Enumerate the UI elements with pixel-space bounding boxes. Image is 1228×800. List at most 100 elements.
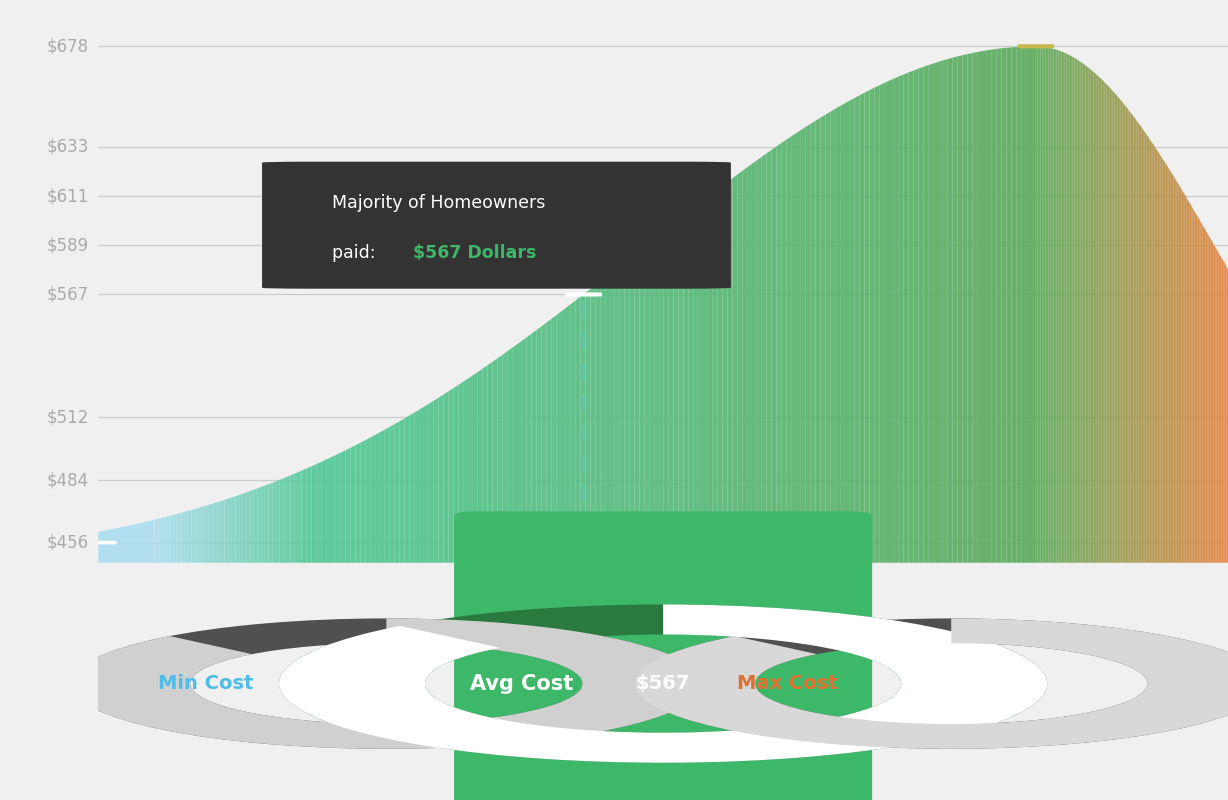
Polygon shape xyxy=(1142,127,1143,562)
Polygon shape xyxy=(1202,225,1203,562)
Polygon shape xyxy=(855,95,860,562)
Polygon shape xyxy=(1110,87,1111,562)
Polygon shape xyxy=(307,466,312,562)
Polygon shape xyxy=(1105,82,1106,562)
Polygon shape xyxy=(1076,58,1077,562)
Text: $567: $567 xyxy=(47,286,90,303)
Polygon shape xyxy=(1138,123,1140,562)
Polygon shape xyxy=(561,308,566,562)
Polygon shape xyxy=(512,344,517,562)
Polygon shape xyxy=(815,118,820,562)
Polygon shape xyxy=(1047,47,1049,562)
Polygon shape xyxy=(1103,81,1105,562)
Polygon shape xyxy=(1036,46,1038,562)
Polygon shape xyxy=(1195,211,1196,562)
Polygon shape xyxy=(517,341,522,562)
Polygon shape xyxy=(181,512,184,562)
Polygon shape xyxy=(232,496,236,562)
Polygon shape xyxy=(1084,64,1086,562)
Polygon shape xyxy=(694,204,698,562)
Polygon shape xyxy=(551,315,556,562)
Polygon shape xyxy=(776,143,781,562)
Polygon shape xyxy=(894,77,899,562)
Polygon shape xyxy=(527,334,532,562)
Polygon shape xyxy=(273,482,276,562)
Polygon shape xyxy=(914,69,919,562)
Polygon shape xyxy=(1213,244,1216,562)
Polygon shape xyxy=(1222,258,1223,562)
Polygon shape xyxy=(169,515,173,562)
Polygon shape xyxy=(1093,72,1095,562)
Polygon shape xyxy=(889,78,894,562)
Polygon shape xyxy=(473,372,478,562)
Polygon shape xyxy=(722,182,727,562)
Polygon shape xyxy=(1043,46,1044,562)
Polygon shape xyxy=(1185,194,1186,562)
Polygon shape xyxy=(1137,121,1138,562)
Polygon shape xyxy=(478,369,483,562)
Polygon shape xyxy=(1180,186,1181,562)
Polygon shape xyxy=(1175,179,1176,562)
Polygon shape xyxy=(1102,79,1103,562)
Polygon shape xyxy=(1129,110,1130,562)
Polygon shape xyxy=(556,311,561,562)
Polygon shape xyxy=(1017,46,1022,562)
Polygon shape xyxy=(825,112,830,562)
Polygon shape xyxy=(365,438,370,562)
Polygon shape xyxy=(1151,142,1153,562)
Polygon shape xyxy=(909,70,914,562)
Polygon shape xyxy=(1097,75,1098,562)
Polygon shape xyxy=(664,227,669,562)
Polygon shape xyxy=(874,86,879,562)
Polygon shape xyxy=(605,274,610,562)
Polygon shape xyxy=(1224,263,1227,562)
Polygon shape xyxy=(702,197,707,562)
Polygon shape xyxy=(532,330,537,562)
Polygon shape xyxy=(1122,102,1124,562)
Polygon shape xyxy=(943,59,948,562)
Polygon shape xyxy=(389,424,394,562)
Polygon shape xyxy=(322,460,327,562)
Polygon shape xyxy=(483,366,488,562)
Polygon shape xyxy=(1186,197,1187,562)
Polygon shape xyxy=(1065,53,1066,562)
Polygon shape xyxy=(1130,112,1132,562)
Polygon shape xyxy=(1206,230,1207,562)
Polygon shape xyxy=(424,404,429,562)
Polygon shape xyxy=(1124,104,1126,562)
Polygon shape xyxy=(340,450,345,562)
Polygon shape xyxy=(1055,50,1056,562)
Polygon shape xyxy=(712,190,717,562)
Polygon shape xyxy=(1156,149,1158,562)
Wedge shape xyxy=(635,618,1228,749)
Text: $589: $589 xyxy=(47,236,90,254)
Polygon shape xyxy=(869,88,874,562)
Polygon shape xyxy=(1176,182,1179,562)
Polygon shape xyxy=(963,54,968,562)
Polygon shape xyxy=(1038,46,1039,562)
Polygon shape xyxy=(938,61,943,562)
Polygon shape xyxy=(1133,116,1135,562)
Polygon shape xyxy=(409,413,414,562)
Polygon shape xyxy=(433,398,438,562)
Polygon shape xyxy=(958,55,963,562)
Polygon shape xyxy=(1073,57,1074,562)
Polygon shape xyxy=(214,502,217,562)
Polygon shape xyxy=(1077,60,1079,562)
Polygon shape xyxy=(992,49,997,562)
Polygon shape xyxy=(830,109,835,562)
Polygon shape xyxy=(781,140,786,562)
Polygon shape xyxy=(1217,250,1218,562)
Polygon shape xyxy=(973,52,977,562)
Polygon shape xyxy=(742,167,747,562)
Polygon shape xyxy=(928,63,933,562)
Polygon shape xyxy=(1197,216,1200,562)
Polygon shape xyxy=(1170,171,1172,562)
Polygon shape xyxy=(904,73,909,562)
Polygon shape xyxy=(669,223,674,562)
Polygon shape xyxy=(375,432,379,562)
Polygon shape xyxy=(840,103,845,562)
Polygon shape xyxy=(269,482,273,562)
Polygon shape xyxy=(284,477,287,562)
Polygon shape xyxy=(497,355,502,562)
